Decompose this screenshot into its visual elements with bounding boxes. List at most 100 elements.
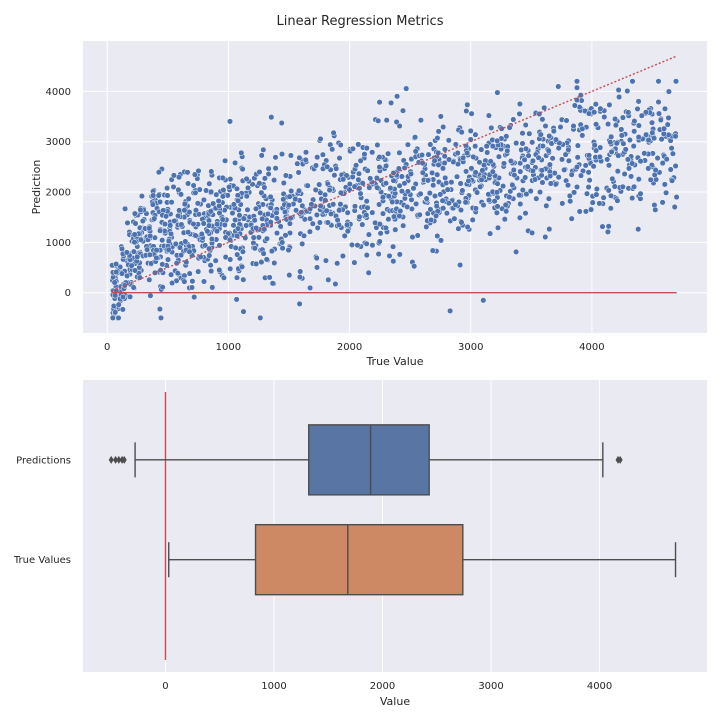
scatter-point: [615, 152, 622, 159]
scatter-point: [485, 197, 493, 204]
scatter-point: [207, 208, 214, 215]
scatter-point: [665, 114, 672, 121]
scatter-point: [251, 245, 258, 252]
scatter-point: [155, 169, 162, 176]
scatter-point: [660, 125, 668, 132]
scatter-point: [349, 145, 356, 152]
figure-title: Linear Regression Metrics: [277, 14, 444, 29]
scatter-point: [348, 241, 356, 248]
scatter-point: [299, 240, 306, 247]
scatter-point: [485, 112, 492, 119]
scatter-point: [210, 200, 217, 207]
scatter-point: [529, 139, 536, 146]
box-iqr: [308, 424, 430, 496]
scatter-point: [624, 87, 631, 95]
scatter-point: [213, 228, 221, 235]
scatter-point: [302, 149, 310, 156]
scatter-point: [273, 215, 280, 222]
scatter-point: [504, 147, 511, 154]
scatter-point: [208, 168, 215, 175]
scatter-point: [588, 206, 595, 213]
scatter-point: [333, 165, 340, 172]
scatter-point: [124, 272, 131, 279]
scatter-point: [493, 189, 501, 196]
scatter-point: [226, 236, 233, 243]
scatter-point: [465, 177, 472, 184]
scatter-point: [457, 180, 464, 187]
scatter-point: [651, 135, 658, 142]
scatter-point: [261, 184, 268, 191]
scatter-point: [227, 256, 234, 263]
scatter-point: [472, 131, 479, 138]
scatter-point: [240, 308, 247, 315]
scatter-point: [494, 180, 501, 187]
scatter-point: [507, 157, 514, 165]
scatter-point: [396, 212, 403, 220]
scatter-point: [369, 209, 376, 216]
scatter-point: [605, 187, 612, 194]
scatter-point: [385, 216, 392, 223]
scatter-point: [478, 176, 485, 183]
scatter-point: [597, 105, 604, 112]
scatter-point: [219, 216, 226, 223]
scatter-point: [167, 222, 174, 229]
scatter-point: [208, 188, 215, 195]
scatter-point: [178, 252, 185, 259]
scatter-point: [307, 215, 314, 222]
scatter-point: [561, 166, 568, 173]
scatter-point: [574, 142, 581, 149]
scatter-point: [265, 165, 272, 172]
scatter-point: [523, 191, 530, 198]
scatter-point: [123, 249, 130, 256]
scatter-point: [606, 101, 613, 108]
scatter-point: [539, 142, 546, 150]
scatter-point: [206, 180, 213, 187]
scatter-point: [529, 229, 536, 236]
scatter-point: [600, 194, 607, 201]
scatter-point: [172, 240, 179, 247]
scatter-point: [455, 225, 462, 232]
scatter-point: [546, 161, 553, 168]
scatter-point: [363, 198, 370, 205]
scatter-point: [635, 122, 642, 129]
scatter-point: [387, 185, 394, 192]
scatter-point: [159, 261, 166, 268]
scatter-point: [340, 176, 347, 183]
scatter-point: [178, 221, 185, 228]
scatter-y-tick-label: 0: [65, 288, 71, 299]
scatter-point: [341, 232, 348, 239]
scatter-point: [181, 278, 188, 285]
scatter-point: [538, 172, 545, 179]
scatter-point: [379, 210, 387, 217]
scatter-point: [124, 219, 131, 226]
scatter-point: [119, 293, 127, 301]
scatter-point: [208, 268, 215, 275]
scatter-point: [608, 133, 615, 140]
scatter-point: [156, 198, 164, 205]
scatter-point: [586, 177, 593, 184]
scatter-point: [184, 169, 191, 176]
scatter-point: [488, 124, 495, 131]
scatter-point: [118, 245, 126, 252]
scatter-point: [206, 252, 213, 259]
scatter-point: [304, 182, 311, 189]
scatter-point: [546, 226, 553, 233]
boxplot-series-predictions: [108, 424, 623, 496]
scatter-point: [168, 271, 175, 278]
scatter-point: [279, 245, 286, 252]
scatter-point: [278, 151, 286, 158]
scatter-point: [144, 246, 151, 253]
scatter-point: [591, 109, 598, 116]
scatter-point: [400, 222, 407, 229]
scatter-point: [268, 248, 275, 255]
scatter-point: [147, 292, 154, 299]
scatter-point: [441, 153, 448, 160]
scatter-point: [474, 189, 481, 196]
scatter-point: [513, 140, 520, 147]
scatter-point: [375, 250, 382, 258]
scatter-point: [537, 131, 544, 138]
scatter-point: [376, 238, 383, 245]
scatter-point: [601, 113, 608, 121]
scatter-point: [146, 251, 153, 258]
